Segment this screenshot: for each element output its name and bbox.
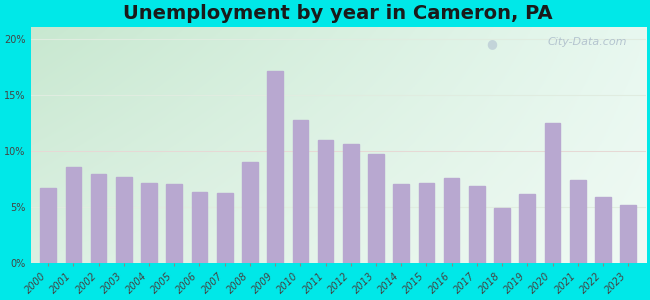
Bar <box>267 71 283 263</box>
Bar <box>141 183 157 263</box>
Title: Unemployment by year in Cameron, PA: Unemployment by year in Cameron, PA <box>124 4 553 23</box>
Bar <box>393 184 409 263</box>
Bar <box>545 123 560 263</box>
Bar <box>292 120 308 263</box>
Bar <box>444 178 460 263</box>
Bar <box>91 174 107 263</box>
Bar <box>570 180 586 263</box>
Bar <box>192 191 207 263</box>
Bar <box>166 184 182 263</box>
Bar <box>66 167 81 263</box>
Bar <box>469 186 485 263</box>
Bar <box>242 162 258 263</box>
Text: ●: ● <box>486 37 497 50</box>
Bar <box>620 205 636 263</box>
Bar <box>368 154 384 263</box>
Bar <box>519 194 535 263</box>
Bar <box>217 193 233 263</box>
Bar <box>595 197 611 263</box>
Text: City-Data.com: City-Data.com <box>548 37 627 47</box>
Bar <box>318 140 333 263</box>
Bar <box>40 188 56 263</box>
Bar <box>419 183 434 263</box>
Bar <box>343 144 359 263</box>
Bar <box>116 177 132 263</box>
Bar <box>494 208 510 263</box>
